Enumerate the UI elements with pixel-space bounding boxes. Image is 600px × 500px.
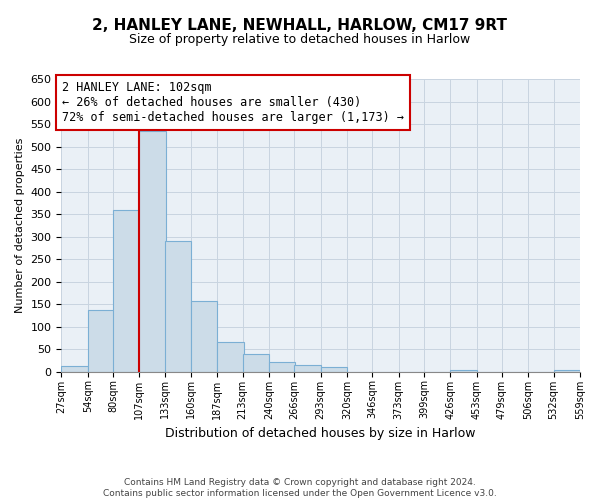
Y-axis label: Number of detached properties: Number of detached properties [15,138,25,313]
Text: 2 HANLEY LANE: 102sqm
← 26% of detached houses are smaller (430)
72% of semi-det: 2 HANLEY LANE: 102sqm ← 26% of detached … [62,82,404,124]
Bar [451,370,476,372]
Text: Contains HM Land Registry data © Crown copyright and database right 2024.
Contai: Contains HM Land Registry data © Crown c… [103,478,497,498]
Bar [88,310,114,372]
Text: 2, HANLEY LANE, NEWHALL, HARLOW, CM17 9RT: 2, HANLEY LANE, NEWHALL, HARLOW, CM17 9R… [92,18,508,32]
Bar [269,362,295,372]
Bar [321,367,347,372]
Bar [217,342,244,372]
Bar [113,210,139,372]
Bar [139,131,166,372]
Bar [243,354,269,372]
Text: Size of property relative to detached houses in Harlow: Size of property relative to detached ho… [130,32,470,46]
Bar [61,366,88,372]
X-axis label: Distribution of detached houses by size in Harlow: Distribution of detached houses by size … [166,427,476,440]
Bar [295,365,321,372]
Bar [554,370,580,372]
Bar [191,300,217,372]
Bar [165,240,191,372]
